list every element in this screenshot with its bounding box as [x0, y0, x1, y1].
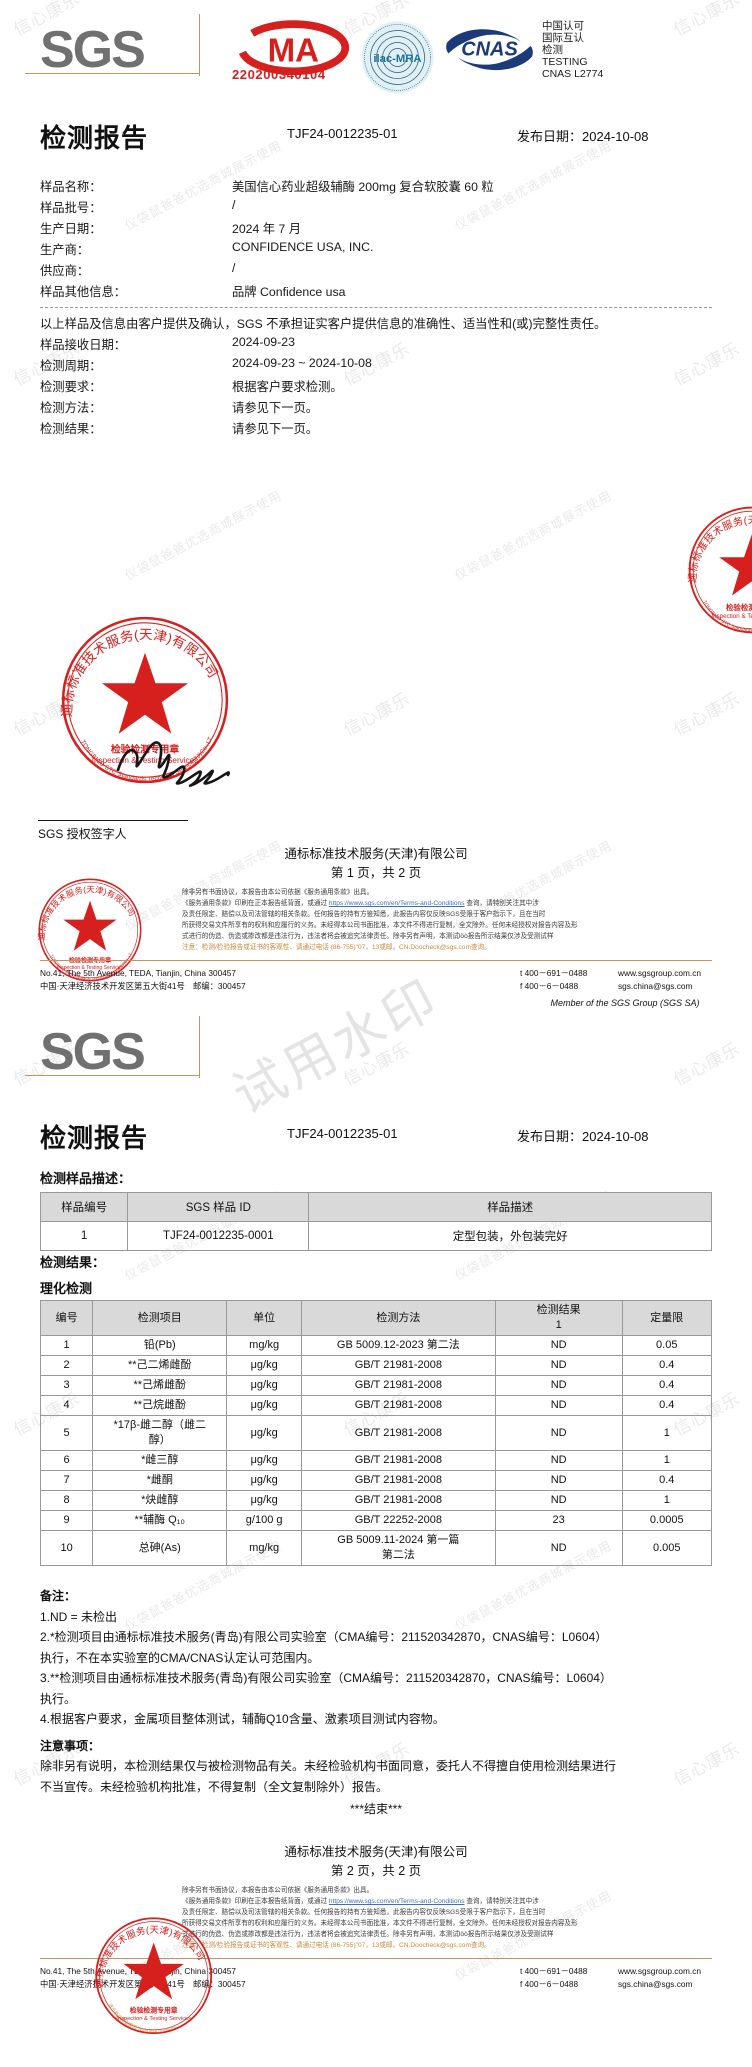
- svg-text:Inspection & Testing Services: Inspection & Testing Services: [711, 613, 752, 620]
- svg-text:检验检测专用章: 检验检测专用章: [130, 2006, 178, 2015]
- svg-text:CNAS: CNAS: [461, 38, 518, 60]
- svg-text:ilac-MRA: ilac-MRA: [373, 53, 421, 65]
- svg-text:MA: MA: [268, 31, 319, 68]
- svg-text:Inspection & Testing Services: Inspection & Testing Services: [117, 2016, 192, 2022]
- svg-text:检验检测专用章: 检验检测专用章: [726, 602, 752, 612]
